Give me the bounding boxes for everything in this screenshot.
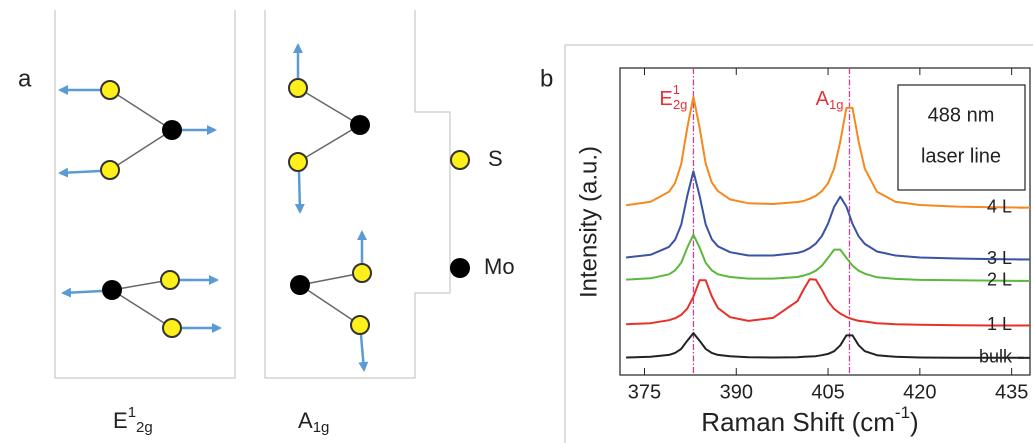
mode-label: E12g (113, 404, 153, 436)
legend-label: Mo (484, 254, 515, 279)
x-tick-label: 405 (811, 381, 844, 403)
panel-a: a S Mo E12g A1g (18, 10, 515, 436)
spectrum-line (625, 95, 1024, 209)
peak-label: E1 2g (659, 82, 687, 112)
legend-label: 1 L (987, 314, 1012, 334)
a1g-mode (288, 43, 372, 372)
spectrum-line (625, 170, 1024, 261)
e2g-mode (58, 80, 222, 338)
inset-text: laser line (921, 145, 1001, 167)
spectrum-line (626, 278, 1024, 327)
inset-text: 488 nm (928, 104, 995, 126)
plot-frame (619, 67, 1031, 376)
x-axis-label: Raman Shift (cm-1) (701, 403, 918, 436)
legend-swatch (450, 150, 470, 170)
panel-label: b (540, 65, 553, 92)
legend-label: bulk (979, 347, 1013, 367)
panel-frame (564, 44, 1033, 443)
panel-label: a (18, 65, 32, 92)
legend-label: S (488, 146, 503, 171)
mode-label: A1g (298, 408, 329, 436)
legend-label: 2 L (987, 270, 1012, 290)
mode-box (54, 10, 236, 379)
x-tick-label: 375 (628, 381, 661, 403)
x-tick-label: 390 (720, 381, 753, 403)
legend-label: 4 L (987, 196, 1012, 216)
spectrum-line (626, 332, 1024, 359)
mode-box (264, 10, 451, 379)
spectrum-line (626, 233, 1024, 282)
peak-label: A1g (816, 88, 844, 112)
x-tick-label: 435 (995, 381, 1028, 403)
legend-swatch (450, 258, 470, 278)
y-axis-label: Intensity (a.u.) (575, 146, 602, 298)
panel-b: b 488 nm laser line Intensity (a.u.) Ram… (540, 44, 1033, 443)
inset-box (897, 84, 1026, 191)
x-tick-label: 420 (903, 381, 936, 403)
legend-label: 3 L (987, 248, 1012, 268)
